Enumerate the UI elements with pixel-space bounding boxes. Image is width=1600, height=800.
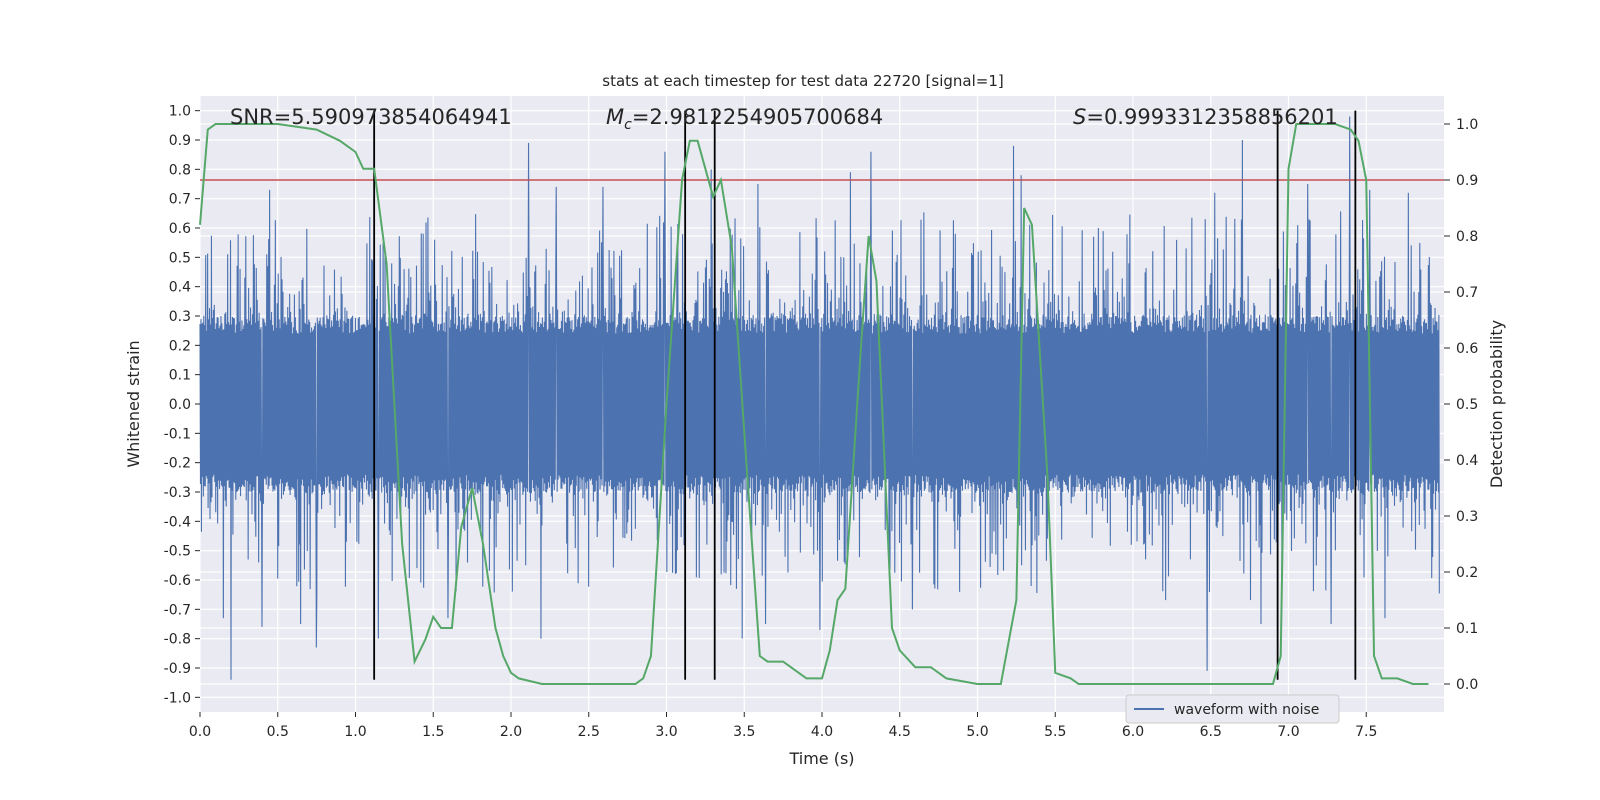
- right-axis-label: Detection probability: [1487, 320, 1506, 488]
- left-tick-label: 0.1: [169, 368, 191, 384]
- x-tick-label: 7.5: [1355, 724, 1377, 740]
- right-tick-label: 0.4: [1456, 453, 1478, 469]
- detection-probability-series: [199, 123, 1429, 685]
- right-tick-label: 0.1: [1456, 621, 1478, 637]
- left-tick-label: -0.9: [164, 661, 191, 677]
- left-tick-label: -0.3: [164, 485, 191, 501]
- chirp-mass-subscript: c: [624, 117, 632, 133]
- chirp-mass-symbol: M: [606, 105, 624, 129]
- significance-symbol: S: [1073, 105, 1086, 129]
- x-tick-label: 6.0: [1122, 724, 1144, 740]
- x-tick-label: 5.5: [1044, 724, 1066, 740]
- vertical-markers: [373, 110, 1357, 680]
- right-tick-label: 0.6: [1456, 341, 1478, 357]
- right-tick-label: 0.2: [1456, 565, 1478, 581]
- left-tick-label: -0.1: [164, 426, 191, 442]
- right-tick-label: 0.9: [1456, 173, 1478, 189]
- x-tick-label: 1.0: [344, 724, 366, 740]
- chart-title: stats at each timestep for test data 227…: [602, 72, 1003, 90]
- x-axis-label: Time (s): [788, 749, 854, 768]
- x-tick-label: 0.0: [189, 724, 211, 740]
- left-tick-label: -0.2: [164, 456, 191, 472]
- legend-box: [1125, 694, 1340, 724]
- x-tick-label: 2.0: [500, 724, 522, 740]
- right-tick-label: 0.3: [1456, 509, 1478, 525]
- left-axis-label: Whitened strain: [124, 340, 143, 467]
- left-tick-label: 0.3: [169, 309, 191, 325]
- legend: waveform with noise: [1125, 694, 1340, 724]
- left-tick-label: 1.0: [169, 104, 191, 120]
- right-tick-label: 1.0: [1456, 117, 1478, 133]
- x-tick-label: 2.5: [578, 724, 600, 740]
- detection-probability-path: [199, 123, 1429, 685]
- left-tick-label: -0.6: [164, 573, 191, 589]
- left-tick-label: 0.6: [169, 221, 191, 237]
- significance-annotation: S=0.9993312358856201: [1073, 105, 1338, 129]
- right-tick-label: 0.0: [1456, 677, 1478, 693]
- left-axis-ticks: -1.0 -0.9 -0.8 -0.7 -0.6 -0.5 -0.4 -0.3 -0.2 -0.1…: [164, 104, 200, 706]
- legend-label: waveform with noise: [1174, 702, 1319, 718]
- right-tick-label: 0.5: [1456, 397, 1478, 413]
- left-tick-label: 0.4: [169, 280, 191, 296]
- x-tick-label: 5.0: [966, 724, 988, 740]
- left-tick-label: -0.5: [164, 544, 191, 560]
- left-tick-label: 0.2: [169, 338, 191, 354]
- x-tick-label: 0.5: [267, 724, 289, 740]
- waveform-series: [199, 116, 1440, 680]
- chirp-mass-value: =2.9812254905700684: [632, 105, 883, 129]
- x-tick-label: 3.5: [733, 724, 755, 740]
- left-tick-label: -1.0: [164, 690, 191, 706]
- right-tick-label: 0.8: [1456, 229, 1478, 245]
- left-tick-label: 0.8: [169, 162, 191, 178]
- waveform-path: [199, 116, 1440, 680]
- left-tick-label: 0.7: [169, 192, 191, 208]
- right-tick-label: 0.7: [1456, 285, 1478, 301]
- right-axis-ticks: 0.0 0.1 0.2 0.3 0.4 0.5 0.6 0.7 0.8 0.9 1.0: [1444, 117, 1478, 693]
- left-tick-label: 0.9: [169, 133, 191, 149]
- x-tick-label: 4.0: [811, 724, 833, 740]
- significance-value: =0.9993312358856201: [1086, 105, 1337, 129]
- left-tick-label: -0.7: [164, 602, 191, 618]
- left-tick-label: -0.4: [164, 514, 191, 530]
- chirp-mass-annotation: Mc=2.9812254905700684: [606, 105, 883, 133]
- x-tick-label: 6.5: [1200, 724, 1222, 740]
- x-tick-label: 7.0: [1277, 724, 1299, 740]
- x-axis-ticks: 0.0 0.5 1.0 1.5 2.0 2.5 3.0 3.5 4.0 4.5 5.0 5.5 6.0 6…: [189, 712, 1377, 740]
- snr-annotation: SNR=5.590973854064941: [230, 105, 512, 129]
- left-tick-label: 0.5: [169, 250, 191, 266]
- left-tick-label: -0.8: [164, 632, 191, 648]
- left-tick-label: 0.0: [169, 397, 191, 413]
- x-tick-label: 3.0: [655, 724, 677, 740]
- x-tick-label: 4.5: [889, 724, 911, 740]
- x-tick-label: 1.5: [422, 724, 444, 740]
